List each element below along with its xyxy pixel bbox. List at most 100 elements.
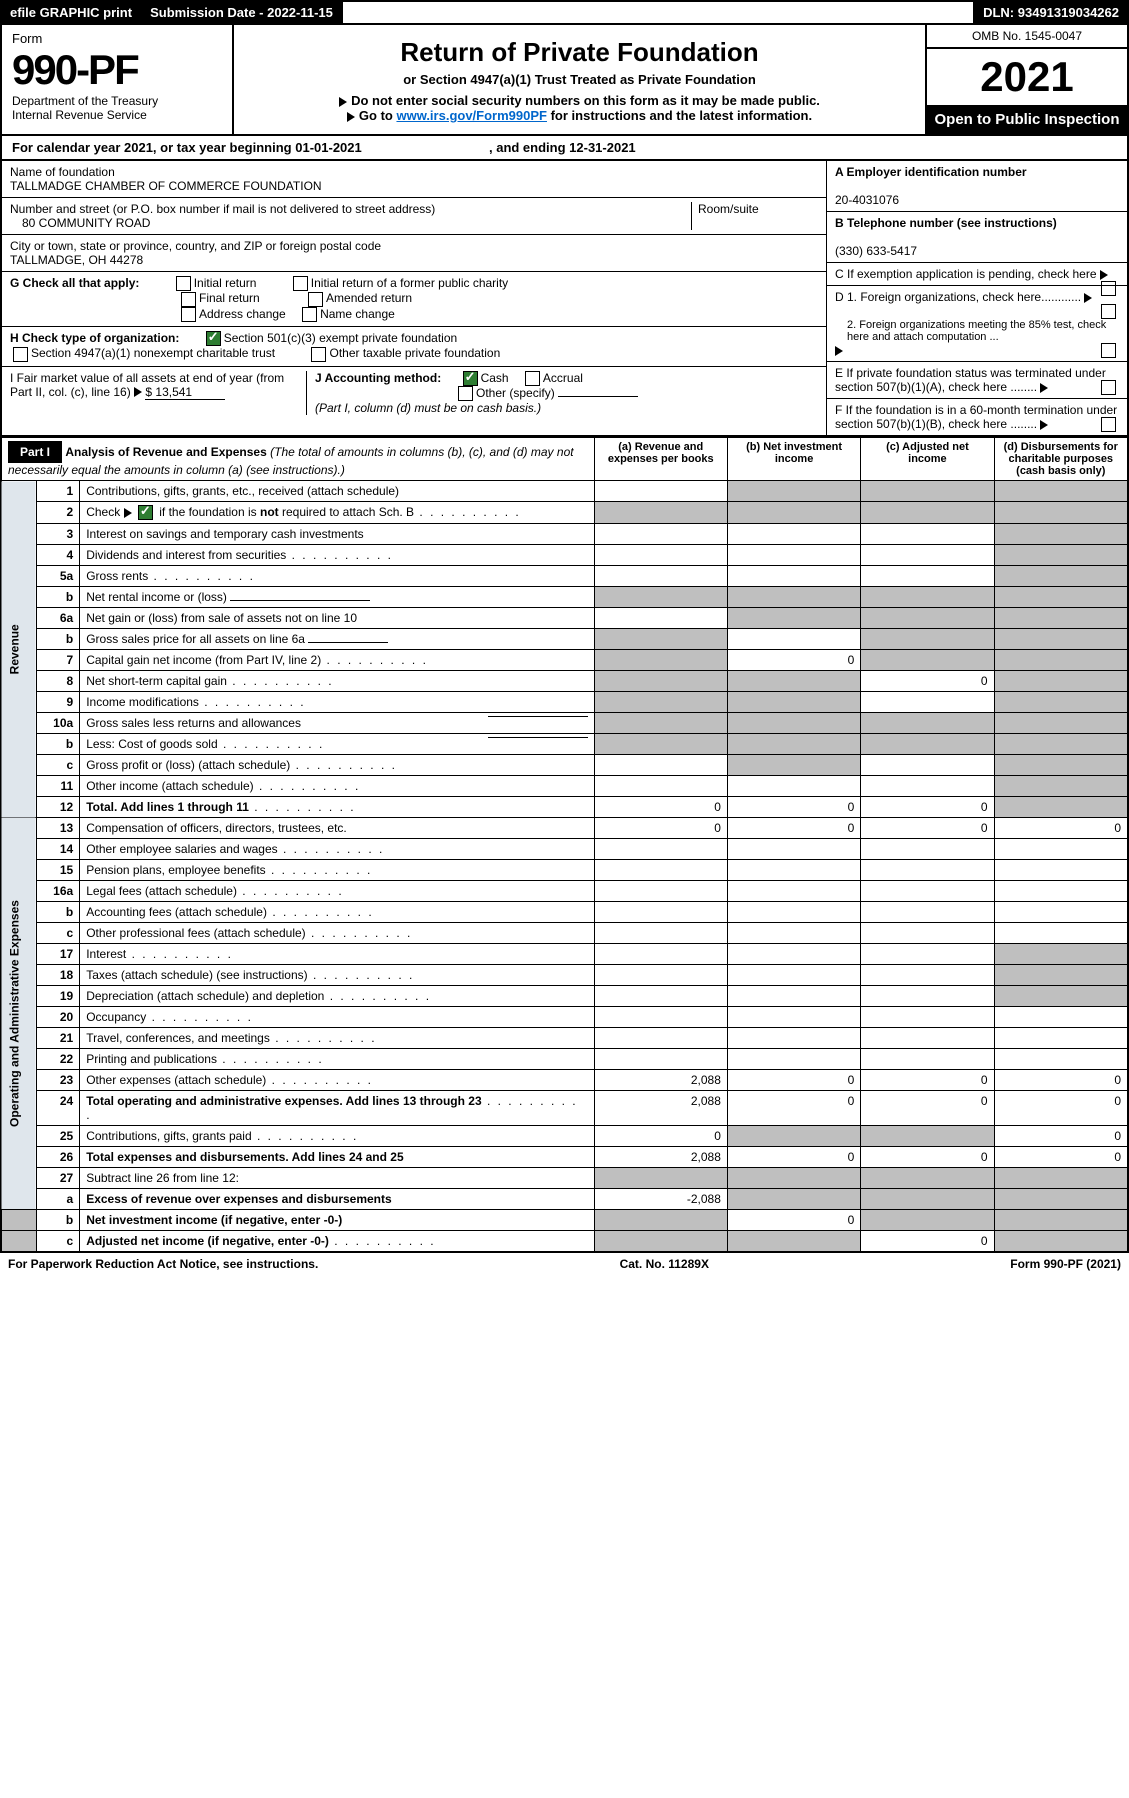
r8-desc: Net short-term capital gain <box>86 674 227 688</box>
part1-label: Part I <box>8 441 62 463</box>
form-number: 990-PF <box>12 46 222 94</box>
r26-c: 0 <box>861 1147 994 1168</box>
r2-desc: Check if the foundation is not required … <box>80 502 594 524</box>
dept: Department of the Treasury <box>12 94 222 108</box>
row-3: 3Interest on savings and temporary cash … <box>1 524 1128 545</box>
checkbox-c[interactable] <box>1101 281 1116 296</box>
checkbox-other[interactable] <box>458 386 473 401</box>
checkbox-othertax[interactable] <box>311 347 326 362</box>
row-9: 9Income modifications <box>1 692 1128 713</box>
arrow-icon <box>134 387 142 397</box>
goto-link[interactable]: www.irs.gov/Form990PF <box>396 108 547 123</box>
subdate-label: Submission Date - <box>150 5 267 20</box>
r27c-c: 0 <box>861 1231 994 1253</box>
name-label: Name of foundation <box>10 165 818 179</box>
row-27c: cAdjusted net income (if negative, enter… <box>1 1231 1128 1253</box>
checkbox-initial-former[interactable] <box>293 276 308 291</box>
addr-cell: Number and street (or P.O. box number if… <box>2 198 826 235</box>
checkbox-amended[interactable] <box>308 292 323 307</box>
checkbox-d2[interactable] <box>1101 343 1116 358</box>
r18-desc: Taxes (attach schedule) (see instruction… <box>86 968 307 982</box>
checkbox-accrual[interactable] <box>525 371 540 386</box>
arrow-icon <box>1084 293 1092 303</box>
part1-table: Part I Analysis of Revenue and Expenses … <box>0 437 1129 1253</box>
r22-desc: Printing and publications <box>86 1052 217 1066</box>
identity-left: Name of foundation TALLMADGE CHAMBER OF … <box>2 161 826 435</box>
checkbox-d1[interactable] <box>1101 304 1116 319</box>
h-o2: Section 4947(a)(1) nonexempt charitable … <box>31 346 275 360</box>
r23-d: 0 <box>994 1070 1128 1091</box>
h-o3: Other taxable private foundation <box>329 346 500 360</box>
r25-desc: Contributions, gifts, grants paid <box>86 1129 251 1143</box>
footer-mid: Cat. No. 11289X <box>620 1257 709 1271</box>
f-text: F If the foundation is in a 60-month ter… <box>835 403 1117 431</box>
form-subtitle: or Section 4947(a)(1) Trust Treated as P… <box>242 72 917 87</box>
form-header: Form 990-PF Department of the Treasury I… <box>0 25 1129 136</box>
footer-left: For Paperwork Reduction Act Notice, see … <box>8 1257 318 1271</box>
r23-c: 0 <box>861 1070 994 1091</box>
cal-a: For calendar year 2021, or tax year begi… <box>12 140 295 155</box>
ssn-warning: Do not enter social security numbers on … <box>351 93 820 108</box>
checkbox-501c3[interactable] <box>206 331 221 346</box>
arrow-icon <box>835 346 843 356</box>
row-21: 21Travel, conferences, and meetings <box>1 1028 1128 1049</box>
row-12: 12Total. Add lines 1 through 11 0 0 0 <box>1 797 1128 818</box>
e-cell: E If private foundation status was termi… <box>827 362 1127 399</box>
r12-desc: Total. Add lines 1 through 11 <box>86 800 249 814</box>
checkbox-e[interactable] <box>1101 380 1116 395</box>
ein-cell: A Employer identification number 20-4031… <box>827 161 1127 212</box>
col-c-header: (c) Adjusted net income <box>861 438 994 481</box>
city-label: City or town, state or province, country… <box>10 239 818 253</box>
checkbox-4947[interactable] <box>13 347 28 362</box>
row-10c: cGross profit or (loss) (attach schedule… <box>1 755 1128 776</box>
j-note: (Part I, column (d) must be on cash basi… <box>315 401 541 415</box>
row-27b: bNet investment income (if negative, ent… <box>1 1210 1128 1231</box>
row-14: 14Other employee salaries and wages <box>1 839 1128 860</box>
r17-desc: Interest <box>86 947 126 961</box>
checkbox-addrchange[interactable] <box>181 307 196 322</box>
d1-text: D 1. Foreign organizations, check here..… <box>835 290 1081 304</box>
arrow-icon <box>1040 420 1048 430</box>
j-cash: Cash <box>481 371 509 385</box>
revenue-side: Revenue <box>1 481 37 818</box>
triangle-icon <box>339 97 347 107</box>
row-1: Revenue 1Contributions, gifts, grants, e… <box>1 481 1128 502</box>
r26-b: 0 <box>727 1147 860 1168</box>
j-box: J Accounting method: Cash Accrual Other … <box>307 371 818 416</box>
c-text: C If exemption application is pending, c… <box>835 267 1097 281</box>
g-o6: Name change <box>320 307 395 321</box>
r27b-b: 0 <box>727 1210 860 1231</box>
r26-a: 2,088 <box>594 1147 727 1168</box>
footer: For Paperwork Reduction Act Notice, see … <box>0 1253 1129 1275</box>
goto-pre: Go to <box>359 108 397 123</box>
col-a-header: (a) Revenue and expenses per books <box>594 438 727 481</box>
checkbox-cash[interactable] <box>463 371 478 386</box>
efile-btn[interactable]: efile GRAPHIC print <box>2 2 142 23</box>
r27a-a: -2,088 <box>594 1189 727 1210</box>
row-11: 11Other income (attach schedule) <box>1 776 1128 797</box>
r6b-desc: Gross sales price for all assets on line… <box>86 632 305 646</box>
r13-b: 0 <box>727 818 860 839</box>
r5a-desc: Gross rents <box>86 569 148 583</box>
row-5b: bNet rental income or (loss) <box>1 587 1128 608</box>
checkbox-f[interactable] <box>1101 417 1116 432</box>
i-box: I Fair market value of all assets at end… <box>10 371 307 416</box>
r21-desc: Travel, conferences, and meetings <box>86 1031 270 1045</box>
r27c-desc: Adjusted net income (if negative, enter … <box>86 1234 329 1248</box>
identity-right: A Employer identification number 20-4031… <box>826 161 1127 435</box>
r4-desc: Dividends and interest from securities <box>86 548 286 562</box>
calendar-row: For calendar year 2021, or tax year begi… <box>0 136 1129 161</box>
g-o4: Amended return <box>326 291 412 305</box>
h-label: H Check type of organization: <box>10 331 179 345</box>
r9-desc: Income modifications <box>86 695 199 709</box>
checkbox-schB[interactable] <box>138 505 153 520</box>
addr-label: Number and street (or P.O. box number if… <box>10 202 691 216</box>
row-18: 18Taxes (attach schedule) (see instructi… <box>1 965 1128 986</box>
city-value: TALLMADGE, OH 44278 <box>10 253 818 267</box>
checkbox-initial[interactable] <box>176 276 191 291</box>
r23-desc: Other expenses (attach schedule) <box>86 1073 266 1087</box>
r13-c: 0 <box>861 818 994 839</box>
checkbox-final[interactable] <box>181 292 196 307</box>
footer-right: Form 990-PF (2021) <box>1010 1257 1121 1271</box>
checkbox-namechange[interactable] <box>302 307 317 322</box>
